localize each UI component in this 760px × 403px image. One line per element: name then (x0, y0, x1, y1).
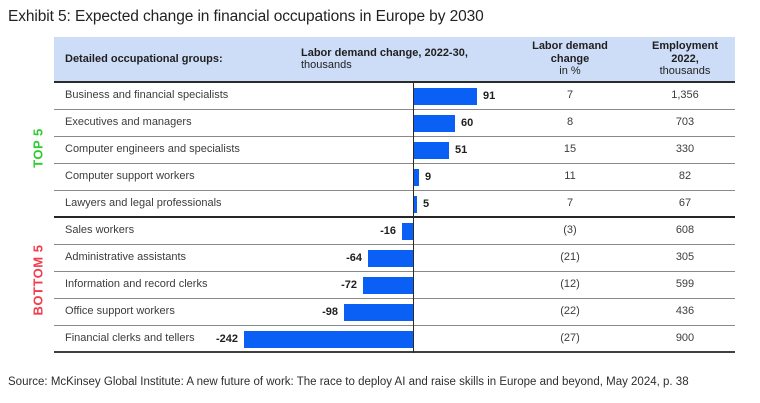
employment-value: 900 (675, 332, 695, 344)
table-row: Computer support workers 9 11 82 (54, 164, 735, 191)
labor-demand-bar (413, 169, 419, 186)
pct-change-value: (21) (560, 251, 580, 263)
table-body: Business and financial specialists 91 7 … (54, 83, 735, 353)
bar-cell: 60 (297, 110, 505, 136)
zero-axis-line (413, 83, 414, 353)
employment-value: 599 (675, 278, 695, 290)
labor-demand-bar (344, 304, 413, 321)
header-employment-2022: Employment 2022, thousands (635, 37, 735, 81)
employment-value: 608 (675, 224, 695, 236)
row-occupation-label: Computer engineers and specialists (65, 143, 240, 155)
row-occupation-label: Office support workers (65, 305, 175, 317)
bar-cell: 51 (297, 137, 505, 163)
header-employment-2022-unit: thousands (659, 65, 711, 78)
bar-cell: 5 (297, 191, 505, 216)
bar-value-label: -98 (322, 306, 338, 318)
table-row: Executives and managers 60 8 703 (54, 110, 735, 137)
employment-value: 436 (675, 305, 695, 317)
header-employment-2022-line2: 2022, (671, 52, 699, 65)
row-occupation-label: Computer support workers (65, 170, 195, 182)
bar-value-label: -64 (346, 252, 362, 264)
header-employment-2022-line1: Employment (651, 40, 718, 53)
row-occupation-label: Business and financial specialists (65, 89, 229, 101)
exhibit-table: Detailed occupational groups: Labor dema… (54, 37, 735, 353)
table-row: Information and record clerks -72 (12) 5… (54, 272, 735, 299)
employment-value: 82 (678, 170, 692, 182)
header-occupational-groups: Detailed occupational groups: (65, 52, 223, 65)
bar-value-label: 91 (483, 90, 496, 102)
table-row: Business and financial specialists 91 7 … (54, 83, 735, 110)
labor-demand-bar (413, 115, 455, 132)
bar-value-label: -242 (215, 333, 238, 345)
header-labor-demand-change-pct-line1: Labor demand (532, 40, 608, 53)
header-labor-demand-change-thousands-unit: thousands (301, 59, 352, 71)
labor-demand-bar (402, 223, 413, 240)
row-occupation-label: Information and record clerks (65, 278, 208, 290)
bar-cell: -98 (297, 299, 505, 325)
pct-change-value: 8 (566, 116, 574, 128)
employment-value: 67 (678, 197, 692, 209)
row-occupation-label: Executives and managers (65, 116, 192, 128)
bar-value-label: -72 (341, 279, 357, 291)
bar-value-label: 5 (423, 198, 430, 210)
bar-cell: -242 (216, 326, 505, 351)
labor-demand-bar (413, 142, 449, 159)
header-labor-demand-change-pct-line2: change (550, 52, 590, 65)
pct-change-value: 15 (563, 143, 577, 155)
header-labor-demand-change-thousands-title: Labor demand change, 2022-30, (301, 46, 468, 59)
pct-change-value: 7 (566, 197, 574, 209)
bar-cell: -64 (297, 245, 505, 271)
bar-value-label: -16 (380, 225, 396, 237)
labor-demand-bar (413, 196, 417, 213)
labor-demand-bar (368, 250, 413, 267)
bar-cell: 91 (297, 83, 505, 109)
table-row: Computer engineers and specialists 51 15… (54, 137, 735, 164)
pct-change-value: (12) (560, 278, 580, 290)
pct-change-value: (22) (560, 305, 580, 317)
bar-value-label: 60 (461, 117, 474, 129)
table-row: Administrative assistants -64 (21) 305 (54, 245, 735, 272)
header-labor-demand-change-thousands: Labor demand change, 2022-30, thousands (297, 37, 505, 81)
bar-cell: -16 (297, 218, 505, 244)
table-header-row: Detailed occupational groups: Labor dema… (54, 37, 735, 83)
row-occupation-label: Administrative assistants (65, 251, 187, 263)
top5-group-label: TOP 5 (30, 128, 46, 168)
labor-demand-bar (244, 331, 413, 348)
source-note: Source: McKinsey Global Institute: A new… (8, 376, 689, 388)
pct-change-value: (27) (560, 332, 580, 344)
labor-demand-bar (363, 277, 413, 294)
bar-cell: -72 (297, 272, 505, 298)
row-occupation-label: Financial clerks and tellers (65, 332, 195, 344)
table-row: Sales workers -16 (3) 608 (54, 218, 735, 245)
bar-cell: 9 (297, 164, 505, 190)
table-row: Financial clerks and tellers -242 (27) 9… (54, 326, 735, 353)
bar-value-label: 51 (455, 144, 468, 156)
pct-change-value: 7 (566, 89, 574, 101)
pct-change-value: (3) (563, 224, 577, 236)
labor-demand-bar (413, 88, 477, 105)
row-occupation-label: Lawyers and legal professionals (65, 197, 222, 209)
employment-value: 330 (675, 143, 695, 155)
header-labor-demand-change-pct: Labor demand change in % (505, 37, 635, 81)
pct-change-value: 11 (564, 170, 576, 182)
bottom5-group-label: BOTTOM 5 (30, 244, 46, 316)
employment-value: 703 (675, 116, 695, 128)
row-occupation-label: Sales workers (65, 224, 135, 236)
table-row: Office support workers -98 (22) 436 (54, 299, 735, 326)
employment-value: 1,356 (671, 89, 699, 101)
exhibit-title: Exhibit 5: Expected change in financial … (8, 8, 484, 25)
table-row: Lawyers and legal professionals 5 7 67 (54, 191, 735, 218)
header-labor-demand-change-pct-unit: in % (559, 65, 581, 78)
bar-value-label: 9 (425, 171, 432, 183)
employment-value: 305 (675, 251, 695, 263)
